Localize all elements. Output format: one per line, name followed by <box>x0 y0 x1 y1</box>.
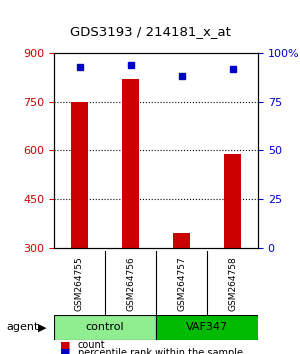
Text: GSM264755: GSM264755 <box>75 256 84 310</box>
Text: count: count <box>78 341 106 350</box>
FancyBboxPatch shape <box>156 315 258 340</box>
Bar <box>70 102 88 248</box>
Text: GSM264758: GSM264758 <box>228 256 237 310</box>
Text: GDS3193 / 214181_x_at: GDS3193 / 214181_x_at <box>70 25 230 38</box>
Bar <box>224 154 242 248</box>
Text: percentile rank within the sample: percentile rank within the sample <box>78 348 243 354</box>
Bar <box>122 79 140 248</box>
Text: VAF347: VAF347 <box>186 322 228 332</box>
Text: agent: agent <box>6 322 38 332</box>
Text: GSM264756: GSM264756 <box>126 256 135 310</box>
Text: ■: ■ <box>60 348 70 354</box>
FancyBboxPatch shape <box>54 315 156 340</box>
Bar <box>172 233 190 248</box>
Text: control: control <box>86 322 124 332</box>
Text: GSM264757: GSM264757 <box>177 256 186 310</box>
Text: ▶: ▶ <box>38 322 46 332</box>
Text: ■: ■ <box>60 341 70 350</box>
